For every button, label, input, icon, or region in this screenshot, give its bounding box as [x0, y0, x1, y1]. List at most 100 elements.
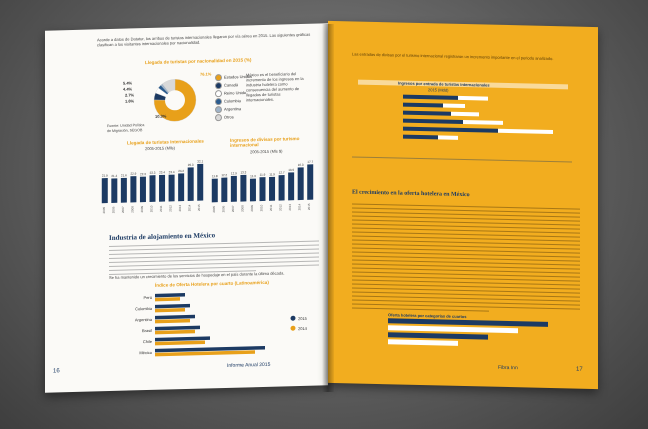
donut-value-label: 4.4%	[123, 86, 133, 92]
hbar-chart: Perú Colombia Argentina Brasil Chile México 20…	[135, 293, 308, 357]
bar-category-label: 2005	[102, 206, 106, 213]
right-top-text: Las entradas de divisas por el turismo i…	[352, 51, 554, 62]
left-section-title: Industria de alojamiento en México	[109, 231, 216, 243]
bar	[139, 176, 146, 203]
chart1-subtitle: 2005-2015 (Mlls)	[145, 145, 176, 152]
bar	[211, 178, 218, 203]
right-page: Las entradas de divisas por el turismo i…	[328, 20, 598, 390]
bar	[101, 178, 108, 204]
bar-value-label: 23.4	[159, 170, 165, 174]
table-bar-white	[498, 128, 553, 135]
bar	[111, 178, 118, 203]
bar-value-label: 11.3	[250, 174, 256, 178]
bar-value-label: 17.7	[307, 160, 313, 164]
bar-value-label: 22.3	[140, 172, 146, 176]
left-footer-brand: Informe Anual 2015	[227, 361, 271, 369]
donut-legend: Estados Unidos Canadá Reino Unido Colombia A…	[45, 23, 328, 122]
legend-label: Canadá	[224, 82, 239, 88]
bar	[130, 176, 137, 203]
bar	[187, 167, 194, 201]
hbar-bar-2014	[155, 329, 195, 335]
bar-category-label: 2012	[169, 205, 173, 212]
bar-category-label: 2009	[250, 205, 254, 212]
donut-value-label: 76.1%	[200, 71, 212, 77]
hbar-legend-dot	[290, 315, 296, 321]
legend-swatch	[215, 90, 222, 98]
bar-value-label: 32.1	[197, 159, 203, 163]
legend-label: Reino Unido	[224, 90, 247, 96]
bar	[159, 174, 166, 202]
right-bar-table	[328, 21, 598, 140]
table-bar-white	[458, 95, 488, 101]
hbar-bar-2014	[155, 297, 180, 302]
bar	[149, 175, 156, 202]
donut-value-label: 5.4%	[123, 80, 133, 86]
bar-value-label: 24.2	[178, 169, 184, 173]
bar	[221, 177, 228, 203]
hbar-bar-2014	[155, 318, 190, 324]
bar-category-label: 2008	[240, 205, 244, 212]
bar-value-label: 12.9	[231, 171, 237, 175]
right-page-number: 17	[576, 366, 583, 373]
legend-item: Otros	[215, 114, 234, 122]
table-bar-navy	[403, 94, 458, 100]
hbar-category-label: Chile	[143, 339, 153, 344]
bar-category-label: 2013	[288, 204, 292, 211]
bar	[297, 167, 304, 201]
donut-value-label: 1.6%	[125, 98, 135, 104]
bar-value-label: 16.3	[298, 163, 304, 167]
divider	[352, 156, 572, 163]
donut-chart	[153, 79, 197, 122]
bar-value-label: 12.2	[221, 173, 227, 177]
table-title: Ingresos por entrada de turistas interna…	[398, 80, 490, 88]
legend-swatch	[215, 98, 222, 106]
legend-swatch	[215, 74, 222, 82]
side-text: México es el beneficiario del incremento…	[246, 71, 304, 103]
bar	[120, 177, 127, 203]
bar-value-label: 13.9	[288, 168, 294, 172]
bar-category-label: 2007	[231, 205, 235, 212]
chart2-bars: 11.8 2005 12.2 2006 12.9 2007 13.3 2008 11.3 2009…	[211, 160, 313, 213]
left-page-number: 16	[53, 368, 60, 375]
hbar-legend-label: 2014	[298, 326, 308, 331]
table-bar-navy	[403, 110, 451, 116]
table-bar-navy	[403, 102, 443, 108]
bar-category-label: 2013	[178, 204, 182, 211]
table-bar-navy	[403, 118, 463, 124]
legend-label: Argentina	[224, 106, 242, 112]
legend-swatch	[215, 114, 222, 122]
bar-category-label: 2006	[111, 206, 115, 213]
bar-value-label: 22.9	[130, 172, 136, 176]
right-footer-brand: Fibra Inn	[498, 364, 518, 372]
bar-category-label: 2014	[188, 204, 192, 211]
hbar-category-label: Brasil	[142, 328, 152, 333]
table-bar-white	[463, 120, 503, 125]
bar-category-label: 2015	[197, 204, 201, 211]
bar	[288, 172, 295, 201]
chart2-title: Ingresos de divisas por turismo internac…	[230, 136, 300, 148]
bar-category-label: 2005	[212, 206, 216, 213]
hbar-category-label: Perú	[144, 295, 152, 300]
chart1-title: Llegada de turistas internacionales	[127, 138, 204, 146]
legend-swatch	[215, 82, 222, 90]
hbar-bar-2015	[155, 345, 265, 353]
hbar-bar-2015	[155, 293, 185, 298]
donut-source: Fuente: Unidad Política de Migración, SE…	[107, 123, 145, 134]
donut-labels: 76.1% 5.4% 4.4% 2.7% 1.6% 10.3%	[45, 23, 328, 118]
bar-category-label: 2008	[130, 206, 134, 213]
legend-item: Reino Unido	[215, 89, 247, 98]
bar-value-label: 21.6	[121, 173, 127, 177]
bar	[249, 178, 256, 202]
table-bar-navy	[403, 134, 438, 140]
bar-category-label: 2010	[150, 205, 154, 212]
bar-value-label: 23.4	[169, 170, 175, 174]
hbar-legend-label: 2015	[298, 316, 308, 321]
intro-text: Acorde a datos de Datatur, los arribos d…	[97, 31, 311, 48]
hbar-bar-2014	[155, 340, 205, 346]
hbar-bar-2014	[155, 350, 255, 357]
bar-value-label: 13.3	[240, 170, 246, 174]
hbar-category-label: México	[139, 350, 152, 355]
bar	[197, 163, 204, 201]
bar	[240, 174, 247, 202]
